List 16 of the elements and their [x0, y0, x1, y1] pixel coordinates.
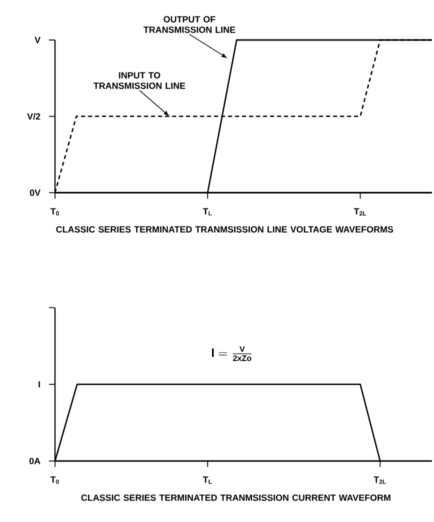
text: 0A: [29, 458, 40, 464]
x-tick-label: T$_{2L}$: [374, 476, 386, 484]
x-tick-label: T$_{0}$: [50, 476, 59, 484]
annotation: INPUT TO TRANSMISSION LINE: [93, 72, 186, 89]
text: 0V: [30, 190, 40, 196]
text: $\mathbf{I}=\frac{\mathbf{V}}{\mathbf{2xZo}}$: [212, 346, 252, 362]
x-axis-title: CLASSIC SERIES TERMINATED TRANMSISSION CURRENT WAVEFORM: [81, 494, 390, 501]
x-tick-label: T$_{2L}$: [354, 208, 366, 216]
x-tick-label: T$_{L}$: [202, 208, 212, 216]
x-tick-label: T$_{L}$: [202, 476, 212, 484]
text: V/2: [27, 113, 40, 120]
x-axis-title: CLASSIC SERIES TERMINATED TRANMSISSION LINE VOLTAGE WAVEFORMS: [56, 226, 394, 233]
text: V: [34, 36, 40, 44]
text: I: [38, 381, 40, 388]
annotation: OUTPUT OF TRANSMISSION LINE: [143, 16, 236, 33]
x-tick-label: T$_{0}$: [50, 208, 59, 216]
